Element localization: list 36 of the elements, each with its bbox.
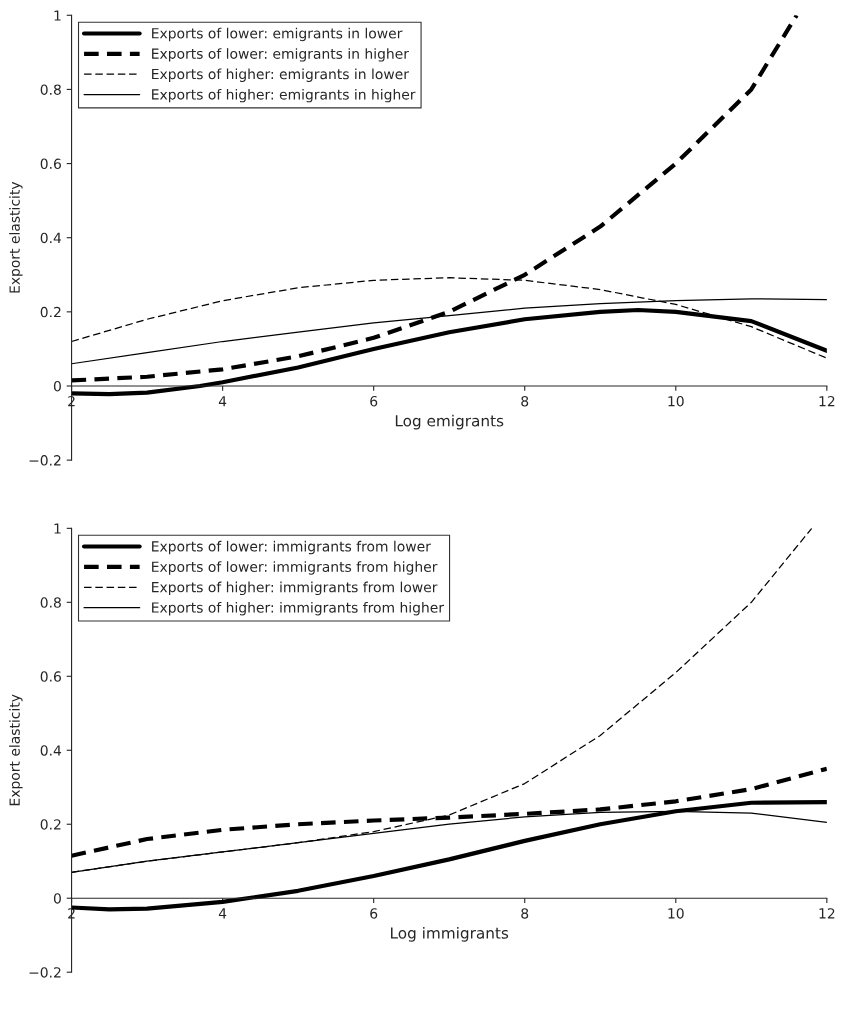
- y-tick-label: 1: [54, 10, 61, 21]
- x-tick-label: 4: [218, 908, 227, 919]
- y-tick-label: 0.2: [40, 306, 61, 318]
- x-tick-label: 6: [370, 908, 378, 919]
- y-tick-label: 0.2: [40, 819, 61, 830]
- legend-label: Exports of lower: immigrants from higher: [152, 561, 438, 575]
- legend-label: Exports of higher: emigrants in lower: [152, 68, 409, 82]
- y-tick-label: 0.4: [40, 745, 62, 756]
- x-tick-label: 12: [819, 908, 835, 919]
- x-tick-label: 6: [370, 395, 378, 407]
- legend-label: Exports of lower: emigrants in higher: [152, 48, 409, 62]
- y-tick-label: 0.4: [40, 232, 62, 244]
- y-tick-label: 0.6: [40, 158, 61, 170]
- legend-label: Exports of lower: emigrants in lower: [152, 27, 403, 42]
- y-tick-label: 1: [54, 523, 61, 534]
- y-tick-label: −0.2: [29, 455, 61, 466]
- y-tick-label: 0.6: [40, 671, 61, 682]
- y-tick-label: 0.8: [40, 597, 61, 608]
- x-tick-label: 4: [218, 396, 227, 407]
- x-tick-label: 12: [819, 395, 835, 407]
- x-axis-title: Log immigrants: [391, 926, 509, 942]
- x-tick-label: 8: [521, 908, 529, 919]
- legend-label: Exports of lower: immigrants from lower: [152, 540, 431, 555]
- y-axis-title: Export elasticity: [9, 181, 23, 293]
- legend-label: Exports of higher: immigrants from higher: [152, 602, 445, 616]
- x-axis-title: Log emigrants: [395, 414, 504, 430]
- legend-label: Exports of higher: emigrants in higher: [152, 88, 416, 103]
- y-axis-title: Export elasticity: [9, 694, 23, 806]
- y-tick-label: 0: [53, 380, 61, 392]
- y-tick-label: 0.8: [40, 84, 61, 95]
- x-tick-label: 10: [668, 395, 684, 407]
- y-tick-label: 0: [53, 893, 61, 904]
- y-tick-label: −0.2: [29, 967, 61, 978]
- legend-label: Exports of higher: immigrants from lower: [152, 581, 438, 596]
- x-tick-label: 8: [521, 395, 529, 407]
- x-tick-label: 10: [668, 908, 684, 919]
